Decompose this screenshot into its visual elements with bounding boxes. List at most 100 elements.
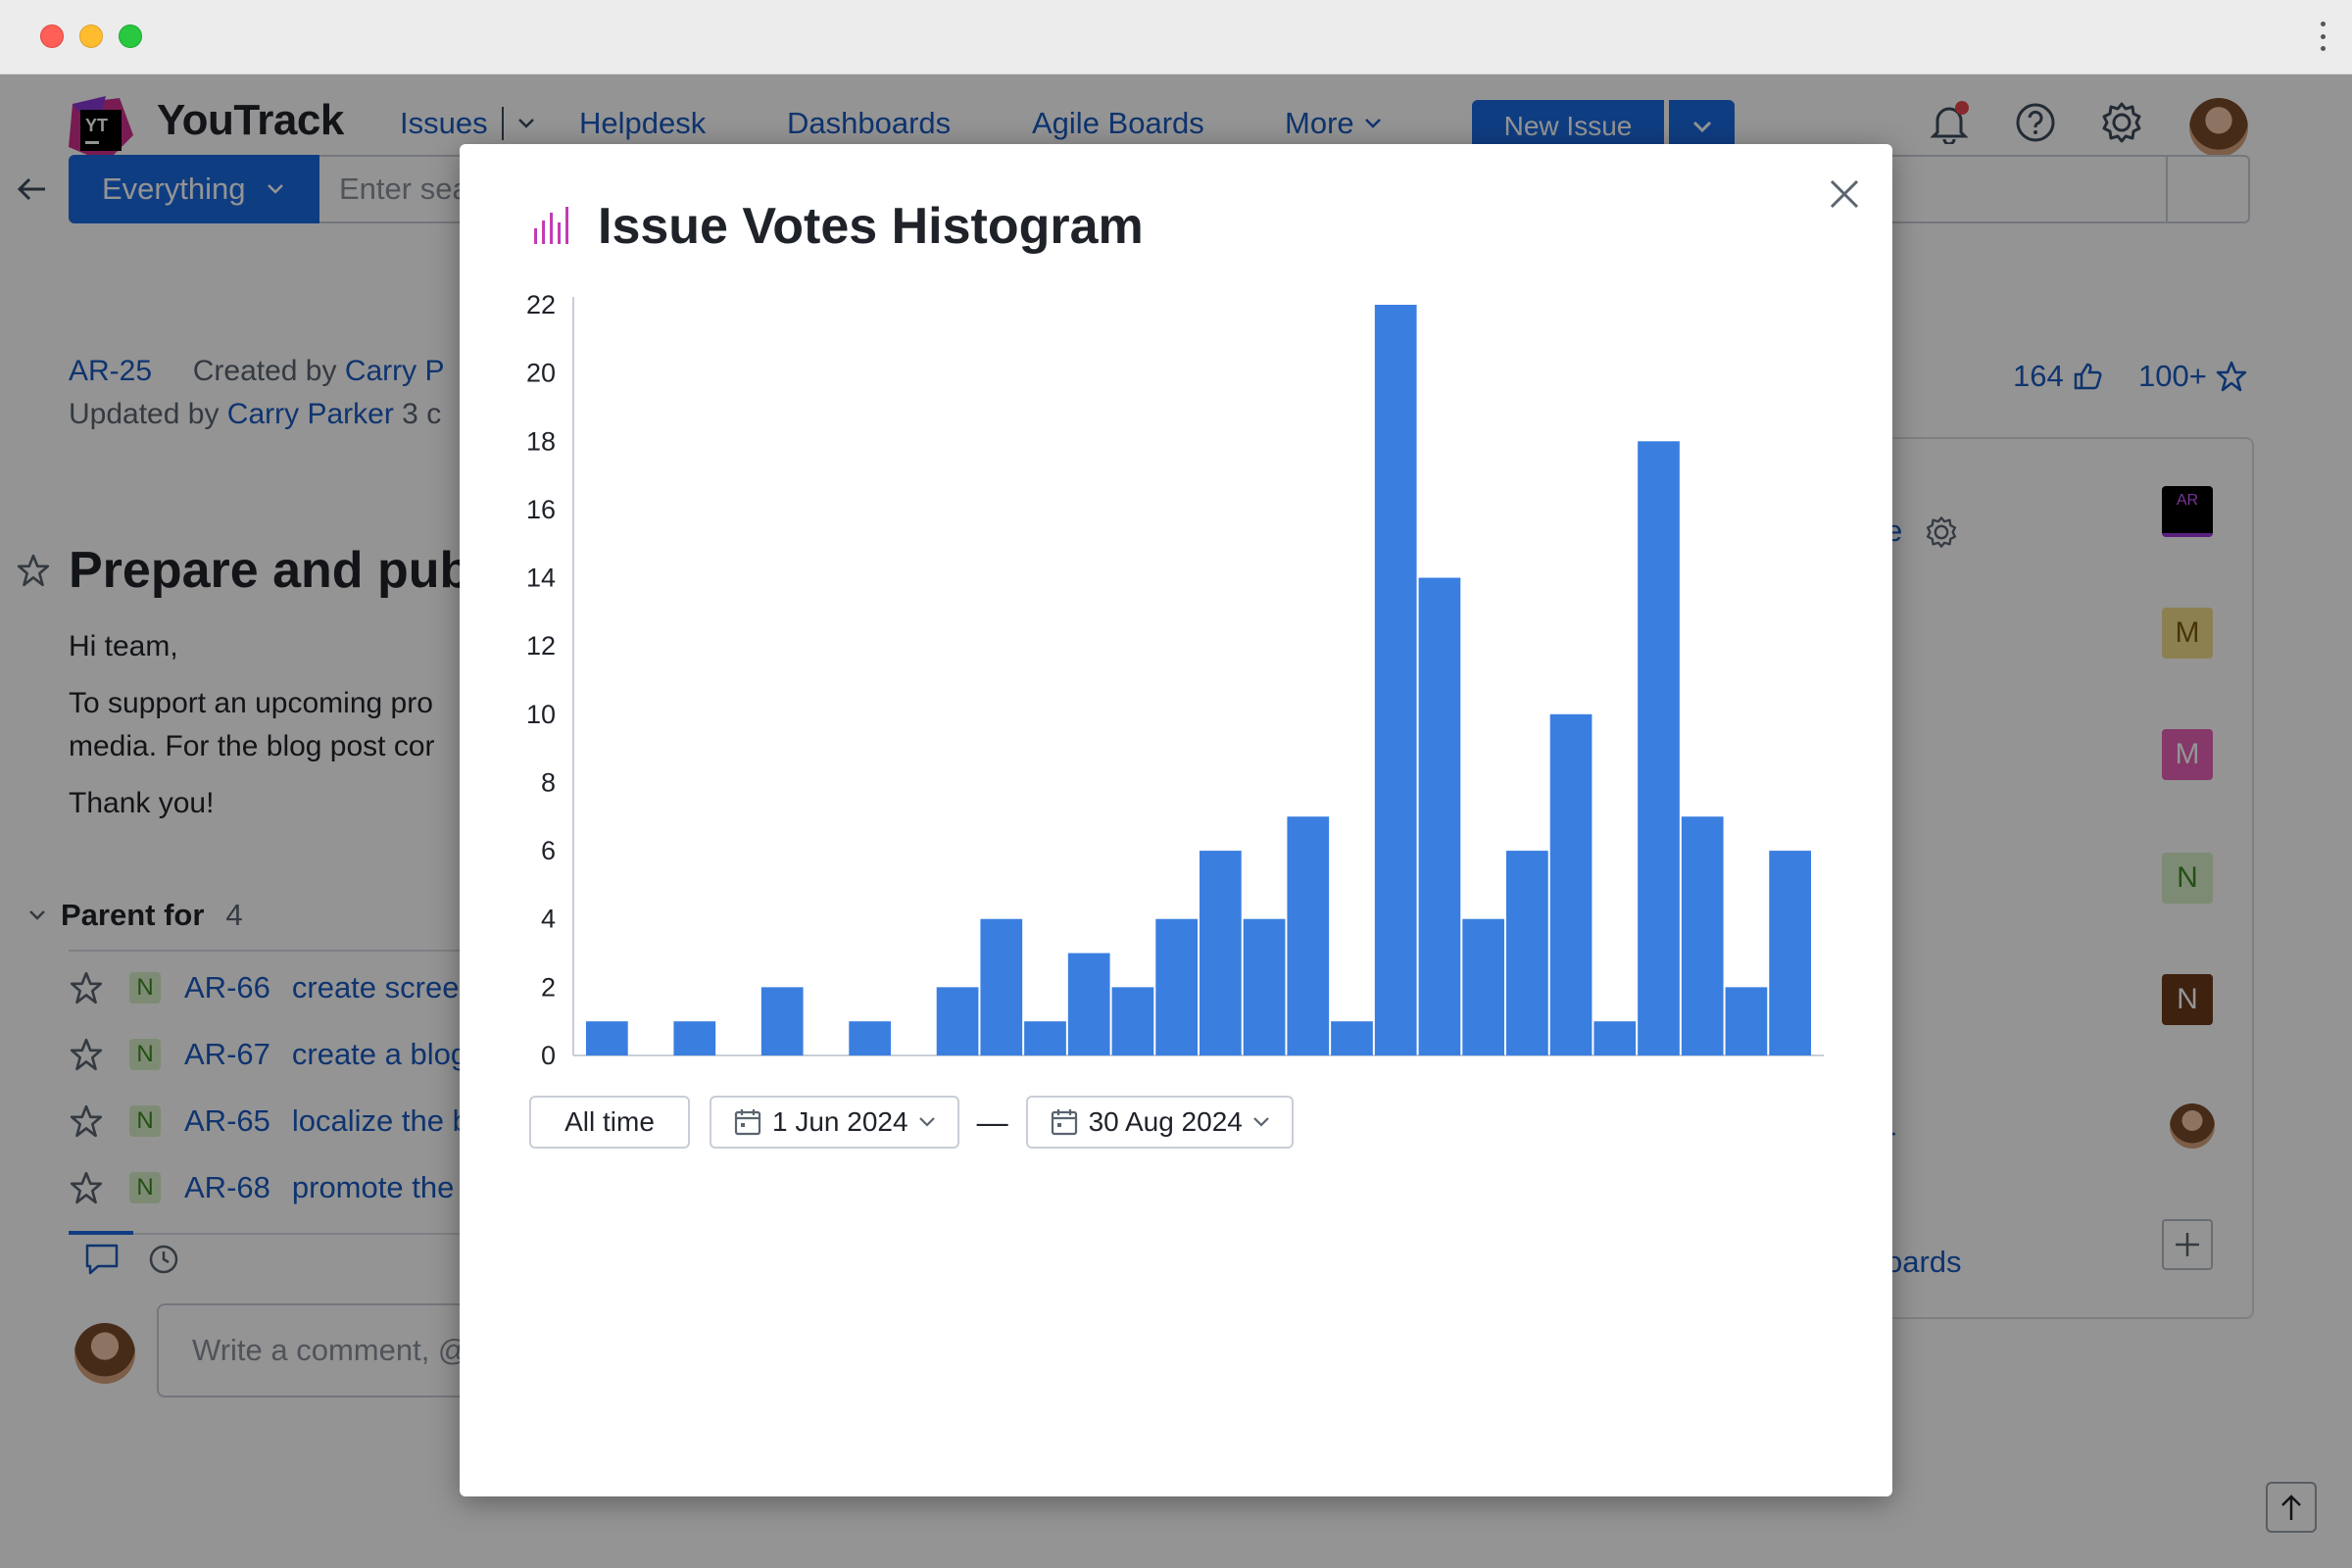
subtask-id[interactable]: AR-66 [184,970,270,1004]
star-counter[interactable]: 100+ [2138,359,2248,394]
histogram-bar[interactable] [1462,918,1504,1055]
issue-body-line: Thank you! [69,787,215,819]
y-tick-label: 4 [541,905,556,934]
avatar [74,1323,135,1384]
nav-more[interactable]: More [1285,106,1382,141]
zoom-window-button[interactable] [119,24,142,48]
minimize-window-button[interactable] [79,24,103,48]
subtask-summary[interactable]: promote the [291,1170,455,1204]
histogram-bar[interactable] [936,987,979,1055]
star-icon[interactable] [16,553,51,588]
help-icon[interactable] [2011,98,2060,147]
histogram-bar[interactable] [760,987,804,1055]
scroll-to-top-button[interactable] [2266,1482,2317,1533]
all-time-button[interactable]: All time [529,1096,690,1149]
logo-mark-text: YT [85,116,108,135]
top-navigation: YT YouTrack Issues Helpdesk Dashboards A… [0,74,2352,172]
from-date-picker[interactable]: 1 Jun 2024 [710,1096,959,1149]
subtask-row[interactable]: N AR-68 promote the [67,1166,454,1209]
bell-icon[interactable] [1925,98,1974,147]
histogram-bar[interactable] [1769,851,1811,1055]
subtask-row[interactable]: N AR-67 create a blog [67,1033,467,1076]
nav-helpdesk[interactable]: Helpdesk [579,106,707,140]
star-icon[interactable] [67,970,106,1005]
histogram-bar[interactable] [1549,713,1592,1055]
star-icon[interactable] [67,1103,106,1139]
subtask-summary[interactable]: create screen [291,970,476,1004]
divider [69,950,480,952]
activity-tabs-divider [69,1233,480,1235]
histogram-bar[interactable] [1024,1021,1066,1055]
chevron-down-icon[interactable] [517,118,535,129]
histogram-bar[interactable] [980,918,1023,1055]
vote-counter[interactable]: 164 [2013,359,2103,394]
y-tick-label: 2 [541,972,556,1002]
updated-by-link[interactable]: Carry Parker [226,398,394,430]
gear-icon[interactable] [1925,515,1958,549]
nav-more-label: More [1285,106,1354,140]
histogram-bar[interactable] [586,1021,628,1055]
issue-id[interactable]: AR-25 [69,355,153,387]
brand-name[interactable]: YouTrack [157,96,344,144]
histogram-bar[interactable] [1725,987,1768,1055]
histogram-bar[interactable] [1111,987,1154,1055]
subtask-id[interactable]: AR-67 [184,1037,270,1071]
histogram-bar[interactable] [1200,851,1242,1055]
histogram-bar[interactable] [1593,1021,1637,1055]
votes-histogram: 0 2 4 6 8 10 12 14 16 18 20 22 [460,281,1892,1222]
arrow-up-icon [2281,1494,2301,1520]
to-date-picker[interactable]: 30 Aug 2024 [1025,1096,1294,1149]
nav-agile-boards[interactable]: Agile Boards [1032,106,1204,140]
nav-issues[interactable]: Issues [400,106,535,141]
histogram-bar[interactable] [1287,816,1330,1055]
panel-partial-link[interactable]: oards [1886,1245,1962,1279]
subtask-id[interactable]: AR-68 [184,1170,270,1204]
youtrack-logo-icon[interactable]: YT [67,96,135,165]
gear-icon[interactable] [2097,98,2146,147]
subtask-row[interactable]: N AR-66 create screen [67,966,476,1009]
subtask-summary[interactable]: create a blog [291,1037,468,1071]
issue-meta-created: AR-25 Created by Carry P [69,355,445,388]
histogram-chart: 0 2 4 6 8 10 12 14 16 18 20 22 [526,290,1824,1070]
y-tick-label: 18 [526,426,556,456]
add-board-button[interactable] [2162,1219,2213,1270]
search-scope-select[interactable]: Everything [69,155,319,223]
avatar [2170,1103,2215,1149]
histogram-bar[interactable] [1506,851,1548,1055]
close-window-button[interactable] [40,24,64,48]
back-arrow-icon[interactable] [16,172,49,206]
histogram-icon [534,207,568,244]
histogram-bar[interactable] [849,1021,891,1055]
nav-dashboards[interactable]: Dashboards [787,106,952,140]
thumbs-up-icon [2074,363,2102,390]
user-avatar[interactable] [2189,98,2248,157]
comment-icon[interactable] [84,1243,120,1276]
star-icon[interactable] [67,1037,106,1072]
star-icon[interactable] [67,1170,106,1205]
created-by-link[interactable]: Carry P [344,355,445,387]
issue-body-line: media. For the blog post cor [69,730,435,762]
subtask-id[interactable]: AR-65 [184,1103,270,1138]
comment-input[interactable]: Write a comment, @ [157,1303,745,1397]
clock-icon[interactable] [147,1243,180,1276]
close-icon[interactable] [1828,177,1861,211]
y-tick-label: 16 [526,495,556,524]
histogram-bar[interactable] [673,1021,716,1055]
histogram-bar[interactable] [1331,1021,1373,1055]
histogram-bar[interactable] [1638,441,1680,1055]
histogram-bar[interactable] [1067,953,1110,1055]
parent-for-count: 4 [225,898,243,932]
histogram-bar[interactable] [1418,577,1461,1055]
date-range-separator: — [976,1103,1008,1140]
histogram-bar[interactable] [1243,918,1286,1055]
y-tick-label: 14 [526,564,556,593]
search-divider [2166,155,2168,223]
subtask-row[interactable]: N AR-65 localize the b [67,1100,469,1143]
histogram-bar[interactable] [1374,305,1417,1055]
dialog-title: Issue Votes Histogram [598,198,1144,255]
parent-for-toggle[interactable]: Parent for 4 [27,898,243,933]
subtask-summary[interactable]: localize the b [291,1103,469,1138]
histogram-bar[interactable] [1681,816,1724,1055]
histogram-bar[interactable] [1155,918,1198,1055]
more-vertical-icon[interactable] [2319,22,2327,51]
